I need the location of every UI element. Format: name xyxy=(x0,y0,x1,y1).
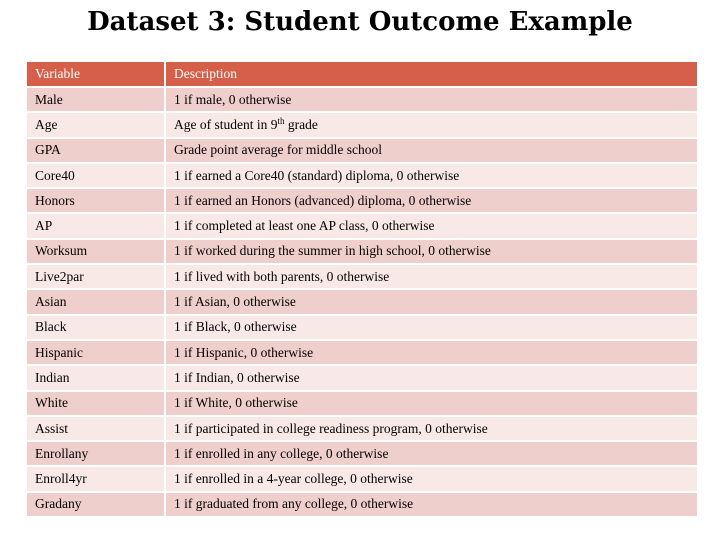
variable-cell: Worksum xyxy=(27,238,166,266)
description-cell: 1 if participated in college readiness p… xyxy=(165,415,697,443)
table-row: Enroll4yr 1 if enrolled in a 4-year coll… xyxy=(27,466,697,493)
table-row: Indian 1 if Indian, 0 otherwise xyxy=(27,365,697,392)
table-row: Worksum 1 if worked during the summer in… xyxy=(27,238,697,266)
description-cell: 1 if graduated from any college, 0 other… xyxy=(165,491,697,519)
variables-table: Variable Description Male 1 if male, 0 o… xyxy=(27,62,697,519)
description-cell: 1 if completed at least one AP class, 0 … xyxy=(165,213,697,240)
variable-cell: White xyxy=(27,390,166,417)
table-row: Core40 1 if earned a Core40 (standard) d… xyxy=(27,162,697,190)
description-cell: 1 if enrolled in any college, 0 otherwis… xyxy=(165,441,697,468)
variable-cell: Live2par xyxy=(27,264,166,291)
description-cell: Age of student in 9th grade xyxy=(165,112,697,139)
variable-cell: Hispanic xyxy=(27,339,166,367)
description-cell: 1 if Indian, 0 otherwise xyxy=(165,365,697,392)
slide-title: Dataset 3: Student Outcome Example xyxy=(87,7,633,37)
variable-cell: Black xyxy=(27,314,166,341)
table-row: Black 1 if Black, 0 otherwise xyxy=(27,314,697,341)
description-text: Age of student in 9 xyxy=(174,116,278,132)
variable-cell: Enrollany xyxy=(27,441,166,468)
description-cell: 1 if male, 0 otherwise xyxy=(165,87,697,114)
table-row: Live2par 1 if lived with both parents, 0… xyxy=(27,264,697,291)
header-description: Description xyxy=(165,62,697,88)
table-row: Asian 1 if Asian, 0 otherwise xyxy=(27,289,697,316)
table-row: Male 1 if male, 0 otherwise xyxy=(27,87,697,114)
variable-cell: Assist xyxy=(27,415,166,443)
variable-cell: Asian xyxy=(27,289,166,316)
ordinal-superscript: th xyxy=(277,115,285,126)
table-row: GPA Grade point average for middle schoo… xyxy=(27,137,697,164)
variable-cell: Age xyxy=(27,112,166,139)
header-variable: Variable xyxy=(27,62,166,88)
description-text: grade xyxy=(284,116,318,132)
description-cell: 1 if earned a Core40 (standard) diploma,… xyxy=(165,162,697,190)
description-cell: 1 if White, 0 otherwise xyxy=(165,390,697,417)
description-cell: Grade point average for middle school xyxy=(165,137,697,164)
table-row: Assist 1 if participated in college read… xyxy=(27,415,697,443)
table-row: White 1 if White, 0 otherwise xyxy=(27,390,697,417)
table-row: Honors 1 if earned an Honors (advanced) … xyxy=(27,188,697,215)
variable-cell: GPA xyxy=(27,137,166,164)
variable-cell: Indian xyxy=(27,365,166,392)
table-row: Hispanic 1 if Hispanic, 0 otherwise xyxy=(27,339,697,367)
variable-cell: Gradany xyxy=(27,491,166,519)
description-cell: 1 if Hispanic, 0 otherwise xyxy=(165,339,697,367)
description-cell: 1 if worked during the summer in high sc… xyxy=(165,238,697,266)
table-row: Age Age of student in 9th grade xyxy=(27,112,697,139)
description-cell: 1 if earned an Honors (advanced) diploma… xyxy=(165,188,697,215)
table-row: AP 1 if completed at least one AP class,… xyxy=(27,213,697,240)
variable-cell: AP xyxy=(27,213,166,240)
table-row: Enrollany 1 if enrolled in any college, … xyxy=(27,441,697,468)
variable-cell: Male xyxy=(27,87,166,114)
table-header-row: Variable Description xyxy=(27,62,697,88)
description-cell: 1 if lived with both parents, 0 otherwis… xyxy=(165,264,697,291)
variable-cell: Core40 xyxy=(27,162,166,190)
table-row: Gradany 1 if graduated from any college,… xyxy=(27,491,697,519)
description-cell: 1 if Asian, 0 otherwise xyxy=(165,289,697,316)
variable-cell: Honors xyxy=(27,188,166,215)
description-cell: 1 if enrolled in a 4-year college, 0 oth… xyxy=(165,466,697,493)
variable-cell: Enroll4yr xyxy=(27,466,166,493)
description-cell: 1 if Black, 0 otherwise xyxy=(165,314,697,341)
